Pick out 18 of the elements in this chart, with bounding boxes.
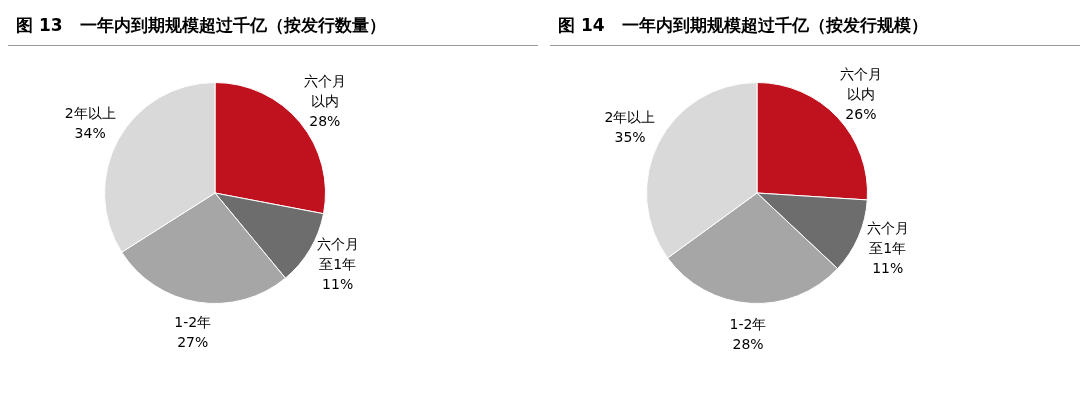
data-label: 35% — [614, 128, 646, 145]
slice-label: 六个月以内 — [303, 72, 346, 109]
data-label: 26% — [845, 106, 877, 123]
slice-label: 1-2年 — [174, 314, 212, 331]
data-label: 27% — [177, 334, 209, 351]
slice-label: 2年以上 — [64, 104, 116, 121]
slice-label: 六个月至1年 — [316, 236, 359, 273]
chart-title: 图 13 一年内到期规模超过千亿（按发行数量） — [8, 8, 538, 46]
chart-title: 图 14 一年内到期规模超过千亿（按发行规模） — [550, 8, 1080, 46]
slice-label: 2年以上 — [604, 108, 656, 125]
slice-label: 六个月至1年 — [866, 220, 909, 257]
data-label: 28% — [732, 335, 764, 352]
slice-label: 六个月以内 — [839, 66, 882, 103]
data-label: 11% — [322, 276, 354, 293]
slice-label: 1-2年 — [729, 315, 767, 332]
data-label: 28% — [309, 112, 341, 129]
data-label: 34% — [74, 124, 106, 141]
data-label: 11% — [872, 260, 904, 277]
